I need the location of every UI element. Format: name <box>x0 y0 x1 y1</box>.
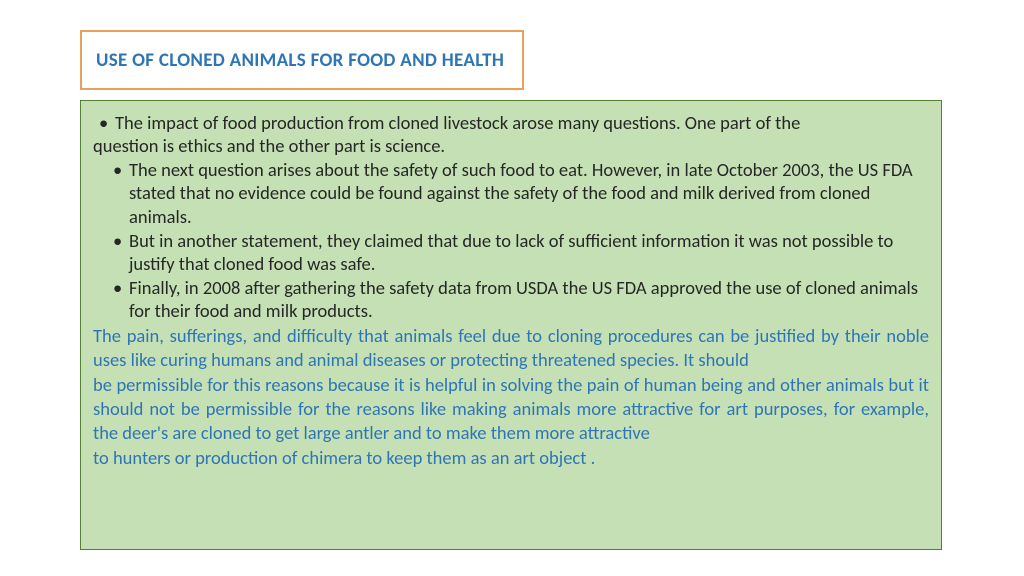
blue-paragraph-3: to hunters or production of chimera to k… <box>93 446 929 470</box>
blue-paragraph-1: The pain, sufferings, and difficulty tha… <box>93 324 929 371</box>
bullet-2: The next question arises about the safet… <box>93 158 929 227</box>
blue-paragraph-2: be permissible for this reasons because … <box>93 373 929 444</box>
bullet-3: But in another statement, they claimed t… <box>93 229 929 275</box>
bullet-1-text: The impact of food production from clone… <box>115 111 800 134</box>
bullet-1: The impact of food production from clone… <box>93 111 929 157</box>
bullet-1-cont: question is ethics and the other part is… <box>93 134 929 157</box>
content-box: The impact of food production from clone… <box>80 100 942 550</box>
slide-title: USE OF CLONED ANIMALS FOR FOOD AND HEALT… <box>96 49 504 72</box>
bullet-4: Finally, in 2008 after gathering the saf… <box>93 276 929 322</box>
bullet-list: The impact of food production from clone… <box>93 111 929 322</box>
title-box: USE OF CLONED ANIMALS FOR FOOD AND HEALT… <box>80 30 524 90</box>
